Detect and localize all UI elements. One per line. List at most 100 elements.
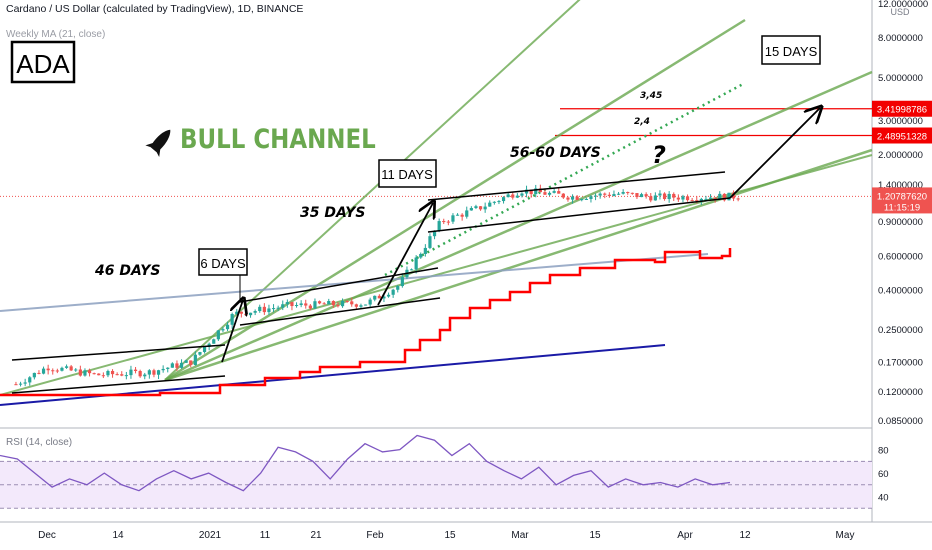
candle-down [14, 384, 18, 386]
price-tick: 2.0000000 [878, 150, 923, 161]
candle-down [446, 221, 450, 223]
bull-channel-label: BULL CHANNEL [180, 123, 376, 154]
candle-up [451, 215, 455, 222]
candle-up [74, 369, 78, 371]
candle-up [386, 294, 391, 297]
candle-down [322, 303, 326, 305]
rocket-icon [145, 129, 171, 157]
candle-up [276, 307, 280, 309]
candle-up [340, 300, 345, 307]
candle-down [685, 196, 690, 201]
rsi-tick: 60 [878, 469, 889, 480]
price-tick: 1.4000000 [878, 180, 923, 191]
candle-up [363, 304, 368, 306]
candle-up [469, 208, 473, 211]
time-tick: 11 [260, 530, 271, 541]
candle-up [589, 196, 593, 199]
candle-up [718, 193, 722, 200]
candle-up [501, 197, 506, 202]
candle-down [561, 193, 565, 198]
time-tick: 14 [112, 530, 124, 541]
candle-down [350, 301, 354, 305]
candle-up [552, 191, 556, 193]
candle-down [511, 194, 515, 198]
candle-down [115, 374, 119, 376]
price-tick: 0.9000000 [878, 217, 923, 228]
fifty-six-days-label: 56-60 DAYS [510, 145, 601, 161]
price-label-bg [872, 100, 932, 117]
candle-up [515, 195, 519, 198]
ticker-label: ADA [16, 49, 70, 79]
candle-up [271, 308, 276, 310]
time-tick: 2021 [199, 530, 222, 541]
candle-up [580, 199, 584, 201]
current-price-bg [872, 187, 932, 214]
candle-down [676, 197, 680, 200]
candle-down [304, 303, 308, 306]
candle-up [60, 367, 64, 371]
candle-up [41, 368, 46, 374]
price-tick: 12.0000000 [878, 0, 928, 10]
candle-up [465, 210, 469, 217]
candle-up [147, 370, 151, 375]
candle-up [593, 195, 598, 197]
candle-down [543, 192, 547, 195]
candle-down [317, 301, 322, 304]
candle-down [331, 301, 335, 306]
candle-up [64, 366, 69, 368]
candle-up [179, 362, 184, 368]
candle-up [432, 230, 437, 237]
candle-up [497, 201, 501, 203]
candle-down [690, 200, 694, 202]
channel-2-bottom [239, 297, 441, 326]
candle-down [529, 189, 533, 195]
candle-up [373, 295, 377, 300]
candle-down [630, 192, 634, 194]
candle-down [69, 366, 73, 371]
candle-up [359, 305, 363, 307]
arrow-2 [377, 203, 433, 306]
chart-title: Cardano / US Dollar (calculated by Tradi… [6, 3, 304, 15]
forty-six-days-label: 46 DAYS [94, 263, 160, 279]
candle-up [699, 198, 703, 201]
candle-up [18, 383, 23, 385]
candle-up [143, 374, 147, 377]
time-tick: 15 [444, 530, 456, 541]
candle-up [212, 339, 216, 344]
candle-up [166, 367, 170, 369]
price-tick: 0.1200000 [878, 387, 923, 398]
candle-down [244, 313, 248, 316]
channel-1-top [11, 344, 226, 361]
candle-up [391, 289, 395, 295]
candle-up [207, 343, 211, 347]
currency-label: USD [890, 7, 910, 17]
rsi-tick: 40 [878, 493, 889, 504]
channel-1-bottom [11, 375, 226, 394]
candle-up [124, 375, 128, 377]
candle-up [727, 192, 731, 201]
candle-down [290, 302, 294, 307]
candle-up [23, 382, 27, 384]
candle-up [704, 198, 708, 200]
candle-down [345, 300, 349, 302]
candle-up [534, 188, 538, 195]
candle-down [722, 193, 726, 201]
time-tick: 21 [310, 530, 322, 541]
candle-up [520, 193, 524, 196]
fan-line-2 [164, 18, 746, 382]
candle-up [368, 299, 372, 305]
candle-down [262, 306, 266, 313]
candle-down [662, 193, 667, 200]
candle-down [354, 304, 358, 307]
candle-down [51, 370, 55, 372]
candle-up [598, 193, 602, 196]
candle-up [253, 311, 257, 313]
candle-down [138, 371, 142, 377]
weekly-ma-line [0, 248, 732, 397]
candle-down [87, 370, 92, 374]
candle-up [382, 296, 386, 299]
candle-up [570, 196, 575, 200]
candle-down [101, 375, 105, 377]
